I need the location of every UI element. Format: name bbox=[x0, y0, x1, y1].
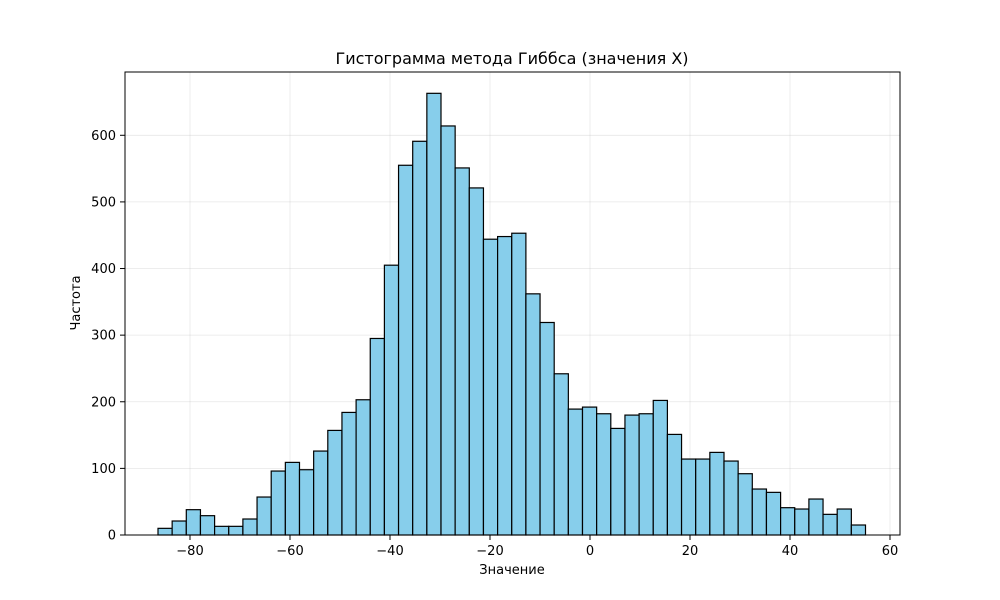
histogram-bar bbox=[624, 414, 640, 536]
histogram-bar bbox=[794, 508, 810, 536]
histogram-bar bbox=[454, 167, 470, 536]
x-tick-label: 0 bbox=[586, 544, 594, 559]
histogram-bar bbox=[539, 321, 555, 536]
y-tick-label: 400 bbox=[91, 262, 116, 277]
y-tick-label: 600 bbox=[91, 129, 116, 144]
histogram-bar bbox=[383, 264, 400, 536]
histogram-bar bbox=[723, 460, 739, 536]
y-tick-label: 500 bbox=[91, 195, 116, 210]
histogram-bar bbox=[327, 429, 343, 536]
histogram-bar bbox=[680, 458, 697, 536]
histogram-bar bbox=[850, 524, 867, 536]
plot-frame bbox=[124, 71, 901, 536]
histogram-bars bbox=[157, 92, 867, 536]
histogram-bar bbox=[497, 235, 513, 536]
histogram-bar bbox=[341, 411, 357, 536]
histogram-bar bbox=[199, 515, 216, 536]
histogram-bar bbox=[157, 527, 173, 536]
histogram-bar bbox=[298, 469, 315, 536]
histogram-bar bbox=[270, 470, 286, 536]
histogram-bar bbox=[171, 520, 187, 536]
histogram-bar bbox=[511, 232, 527, 536]
histogram-bar bbox=[808, 498, 824, 536]
x-tick-label: −20 bbox=[476, 544, 503, 559]
histogram-bar bbox=[638, 413, 654, 536]
histogram-bar bbox=[412, 140, 428, 536]
x-tick-label: 60 bbox=[882, 544, 899, 559]
x-tick-label: −40 bbox=[376, 544, 403, 559]
histogram-bar bbox=[440, 125, 456, 536]
x-tick-label: 40 bbox=[782, 544, 799, 559]
histogram-bar bbox=[836, 508, 852, 536]
histogram-bar bbox=[695, 458, 711, 536]
histogram-bar bbox=[553, 373, 569, 536]
histogram-bar bbox=[313, 450, 329, 536]
chart-title: Гистограмма метода Гиббса (значения X) bbox=[335, 49, 688, 68]
y-tick-label: 200 bbox=[91, 395, 116, 410]
histogram-bar bbox=[765, 491, 782, 536]
x-tick-label: −60 bbox=[276, 544, 303, 559]
histogram-bar bbox=[214, 525, 230, 536]
histogram-bar bbox=[751, 488, 768, 536]
x-axis-ticks: −80 −60 −40 −20 0 20 40 60 bbox=[176, 535, 898, 559]
histogram-bar bbox=[397, 164, 414, 536]
histogram-bar bbox=[652, 399, 668, 536]
histogram-bar bbox=[610, 427, 626, 536]
y-tick-label: 0 bbox=[108, 529, 116, 544]
histogram-bar bbox=[242, 518, 258, 536]
x-tick-label: −80 bbox=[176, 544, 203, 559]
x-axis-label: Значение bbox=[479, 563, 544, 578]
histogram-bar bbox=[369, 337, 385, 536]
y-axis-label: Частота bbox=[69, 275, 84, 330]
histogram-bar bbox=[779, 507, 796, 536]
histogram-bar bbox=[426, 92, 442, 536]
histogram-bar bbox=[822, 513, 838, 536]
histogram-bar bbox=[355, 399, 371, 536]
histogram-bar bbox=[256, 496, 272, 536]
histogram-bar bbox=[666, 433, 683, 536]
x-tick-label: 20 bbox=[682, 544, 699, 559]
histogram-bar bbox=[482, 238, 499, 536]
histogram-bar bbox=[468, 187, 485, 536]
y-tick-label: 100 bbox=[91, 462, 116, 477]
y-axis-ticks: 0 100 200 300 400 500 600 bbox=[91, 129, 125, 544]
histogram-bar bbox=[525, 293, 541, 536]
histogram-bar bbox=[709, 451, 725, 536]
y-tick-label: 300 bbox=[91, 329, 116, 344]
histogram-bar bbox=[567, 408, 584, 536]
histogram-bar bbox=[581, 406, 598, 536]
histogram-bar bbox=[737, 473, 753, 536]
histogram-bar bbox=[596, 413, 612, 536]
histogram-bar bbox=[185, 509, 202, 536]
histogram-bar bbox=[228, 525, 244, 536]
histogram-bar bbox=[284, 461, 301, 536]
